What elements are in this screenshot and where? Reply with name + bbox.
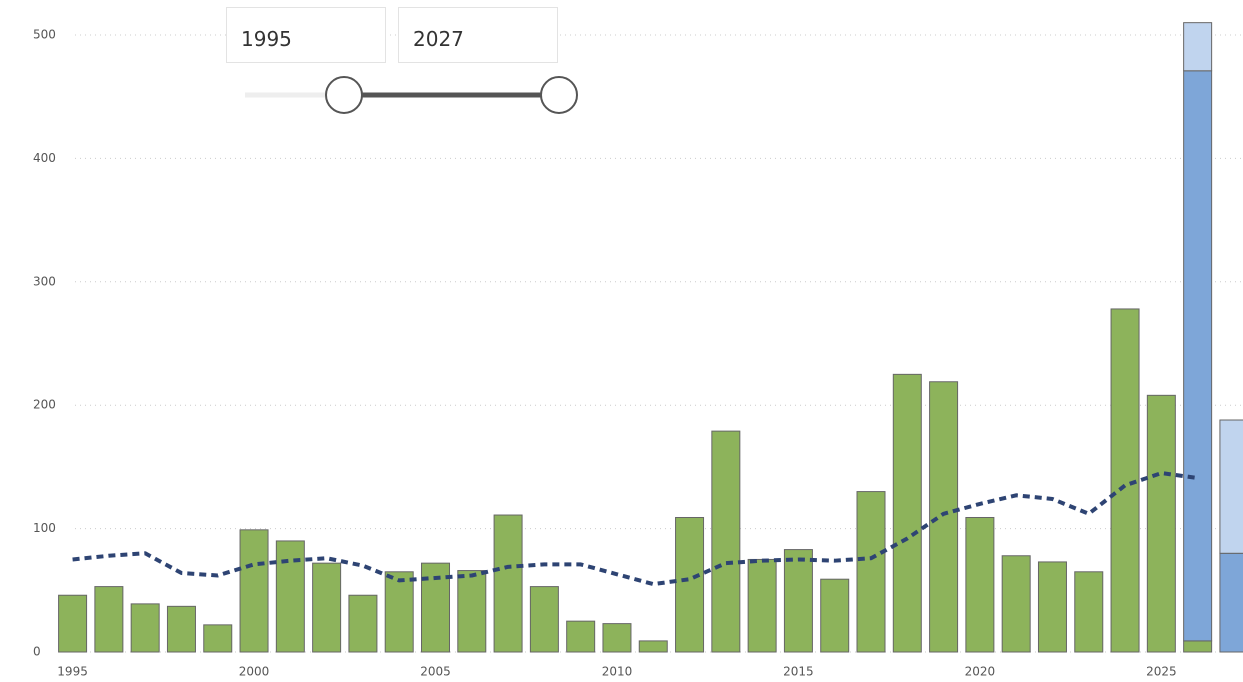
bar (348, 594, 378, 653)
bar (965, 516, 995, 653)
bar (1183, 70, 1213, 642)
bar (892, 373, 922, 653)
bar (675, 516, 705, 653)
bar (1183, 640, 1213, 653)
x-tick-label: 2020 (965, 665, 996, 679)
x-tick-label: 1995 (57, 665, 88, 679)
bar (783, 549, 813, 653)
bar (1037, 561, 1067, 653)
bar (275, 540, 305, 653)
x-tick-label: 2010 (602, 665, 633, 679)
bar (457, 570, 487, 653)
bar (493, 514, 523, 653)
bar (566, 620, 596, 653)
bar (203, 624, 233, 653)
moving-average-line (72, 471, 1198, 587)
bar (747, 558, 777, 653)
x-tick-label: 2000 (239, 665, 270, 679)
bar (94, 586, 124, 653)
bar (1001, 555, 1031, 653)
bar (312, 562, 342, 653)
to-input[interactable]: 2027 (398, 7, 558, 63)
bar (1219, 552, 1243, 653)
bar (602, 623, 632, 653)
bar (130, 603, 160, 653)
bar (820, 578, 850, 653)
x-tick-label: 2015 (783, 665, 814, 679)
bar (384, 571, 414, 653)
y-tick-label: 400 (33, 151, 56, 165)
bar (711, 430, 741, 653)
bar (166, 605, 196, 653)
bar (1146, 394, 1176, 653)
x-tick-label: 2005 (420, 665, 451, 679)
y-tick-label: 100 (33, 521, 56, 535)
y-tick-label: 500 (33, 28, 56, 42)
bar (58, 594, 88, 653)
bar (1074, 571, 1104, 653)
bar (1183, 22, 1213, 72)
bar (856, 491, 886, 653)
bar (638, 640, 668, 653)
x-tick-label: 2025 (1146, 665, 1177, 679)
bar (929, 381, 959, 653)
from-input[interactable]: 1995 (226, 7, 386, 63)
bar (1219, 419, 1243, 554)
bar (529, 586, 559, 653)
y-tick-label: 200 (33, 398, 56, 412)
y-tick-label: 300 (33, 274, 56, 288)
y-tick-label: 0 (33, 645, 41, 659)
bar (239, 529, 269, 653)
